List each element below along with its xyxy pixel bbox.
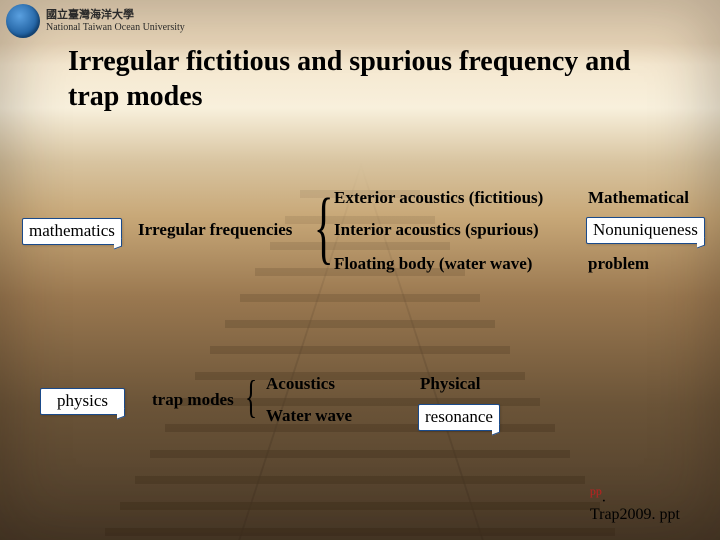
box-physics-label: physics <box>57 391 108 410</box>
label-irregular-frequencies: Irregular frequencies <box>138 220 292 240</box>
slide-title: Irregular fictitious and spurious freque… <box>68 44 680 114</box>
row-interior: Interior acoustics (spurious) <box>334 220 539 240</box>
university-logo: 國立臺灣海洋大學 National Taiwan Ocean Universit… <box>6 4 185 38</box>
brace-block1: { <box>314 186 334 268</box>
logo-en: National Taiwan Ocean University <box>46 22 185 33</box>
right-problem: problem <box>588 254 649 274</box>
box-physics: physics <box>40 388 125 415</box>
footer-text: Trap2009. ppt <box>590 506 680 523</box>
footer-badge: pp <box>590 484 602 498</box>
box-mathematics-label: mathematics <box>29 221 115 240</box>
box-mathematics: mathematics <box>22 218 122 245</box>
label-trap-modes: trap modes <box>152 390 234 410</box>
right-mathematical: Mathematical <box>588 188 689 208</box>
box-resonance-label: resonance <box>425 407 493 426</box>
box-nonuniqueness-label: Nonuniqueness <box>593 220 698 239</box>
right-physical: Physical <box>420 374 480 394</box>
row-floating: Floating body (water wave) <box>334 254 532 274</box>
logo-cn: 國立臺灣海洋大學 <box>46 9 185 21</box>
row-acoustics: Acoustics <box>266 374 335 394</box>
logo-text: 國立臺灣海洋大學 National Taiwan Ocean Universit… <box>46 9 185 32</box>
row-exterior: Exterior acoustics (fictitious) <box>334 188 543 208</box>
footer: pp. Trap2009. ppt <box>590 484 680 524</box>
box-resonance: resonance <box>418 404 500 431</box>
logo-mark <box>6 4 40 38</box>
row-waterwave: Water wave <box>266 406 352 426</box>
box-nonuniqueness: Nonuniqueness <box>586 217 705 244</box>
brace-block2: { <box>245 374 257 420</box>
